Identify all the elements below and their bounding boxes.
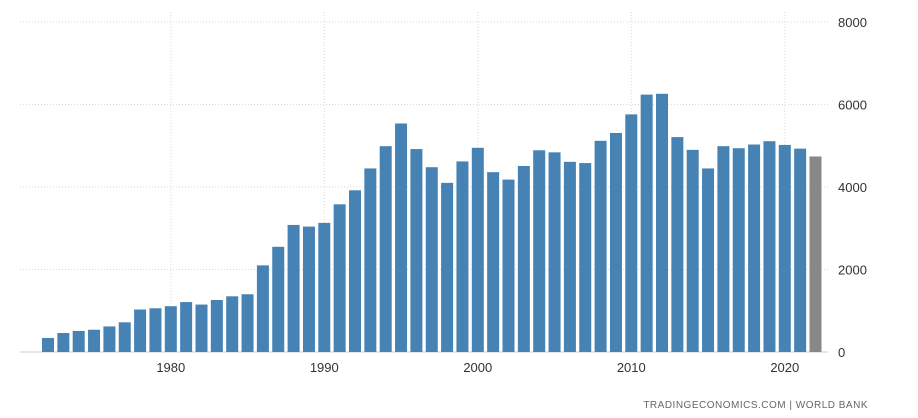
bar bbox=[226, 296, 239, 352]
bar bbox=[517, 165, 530, 352]
bar bbox=[118, 322, 131, 352]
y-tick-label: 2000 bbox=[838, 263, 867, 278]
bar bbox=[57, 333, 70, 352]
bar bbox=[287, 224, 300, 352]
x-axis-ticks: 1980 1990 2000 2010 2020 bbox=[156, 360, 799, 375]
bar bbox=[256, 265, 269, 352]
x-tick-label: 2010 bbox=[617, 360, 646, 375]
bar bbox=[717, 146, 730, 352]
bars bbox=[42, 93, 822, 353]
bar bbox=[625, 114, 638, 353]
bar bbox=[180, 302, 193, 352]
bar bbox=[763, 141, 776, 352]
bar bbox=[502, 179, 515, 352]
bar bbox=[241, 294, 254, 352]
bar bbox=[656, 93, 668, 353]
bar bbox=[579, 163, 592, 352]
bar bbox=[272, 246, 285, 352]
bar bbox=[794, 148, 807, 352]
bar bbox=[364, 168, 377, 352]
bar bbox=[609, 132, 622, 352]
bar bbox=[594, 140, 607, 352]
bar bbox=[640, 94, 653, 352]
bar bbox=[563, 161, 576, 352]
bar bbox=[456, 161, 469, 352]
bar bbox=[702, 168, 715, 352]
bar bbox=[548, 152, 561, 352]
bar bbox=[732, 148, 745, 352]
x-tick-label: 1980 bbox=[156, 360, 185, 375]
bar bbox=[349, 190, 361, 352]
x-tick-label: 2000 bbox=[463, 360, 492, 375]
y-tick-label: 4000 bbox=[838, 180, 867, 195]
bar bbox=[333, 204, 346, 352]
bar bbox=[425, 167, 438, 352]
bar bbox=[318, 222, 331, 352]
bar bbox=[149, 308, 162, 352]
bar bbox=[686, 149, 699, 352]
bar bbox=[72, 330, 85, 352]
bar bbox=[410, 149, 423, 352]
bar bbox=[164, 306, 177, 352]
bar bbox=[134, 309, 147, 352]
x-tick-label: 2020 bbox=[770, 360, 799, 375]
bar-latest bbox=[809, 156, 822, 352]
bar bbox=[395, 123, 408, 352]
y-tick-label: 8000 bbox=[838, 15, 867, 30]
y-tick-label: 6000 bbox=[838, 98, 867, 113]
bar bbox=[42, 337, 54, 352]
bar bbox=[778, 144, 791, 352]
bar bbox=[487, 172, 500, 352]
bar bbox=[210, 300, 223, 352]
bar bbox=[379, 146, 392, 352]
bar bbox=[302, 226, 315, 352]
bar bbox=[103, 326, 116, 352]
bar bbox=[471, 147, 484, 352]
bar bbox=[533, 150, 546, 352]
y-axis-ticks: 0 2000 4000 6000 8000 bbox=[838, 15, 867, 360]
source-credit: TRADINGECONOMICS.COM | WORLD BANK bbox=[643, 400, 868, 411]
bar bbox=[441, 182, 454, 352]
y-tick-label: 0 bbox=[838, 345, 845, 360]
bar bbox=[88, 329, 101, 352]
bar bbox=[748, 144, 761, 352]
x-tick-label: 1990 bbox=[310, 360, 339, 375]
bar bbox=[195, 304, 208, 352]
bar bbox=[671, 137, 684, 352]
